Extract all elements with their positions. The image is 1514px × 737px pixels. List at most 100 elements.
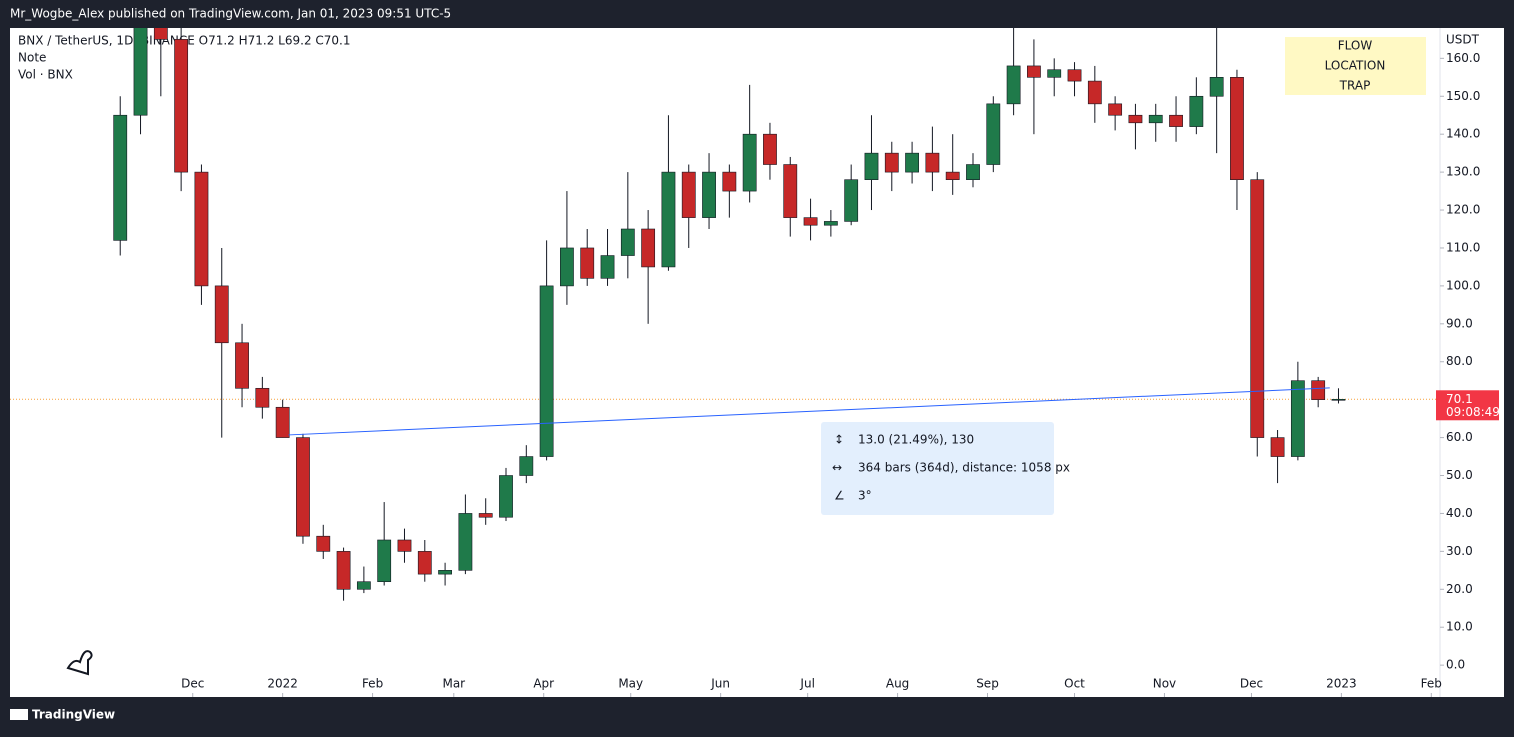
candle-body <box>1006 65 1021 105</box>
candle-body <box>1331 398 1346 401</box>
x-tick-label: 2022 <box>267 677 298 691</box>
candle-body <box>763 133 777 165</box>
y-tick-label: 40.0 <box>1446 506 1473 520</box>
candle-body <box>864 152 879 181</box>
candle-body <box>1230 77 1244 181</box>
x-tick-label: Apr <box>533 677 554 691</box>
candle-body <box>235 342 249 389</box>
x-tick-label: Jul <box>799 677 814 691</box>
candle-body <box>499 475 513 518</box>
candle-body <box>742 133 757 192</box>
volume-label: Vol · BNX <box>18 68 73 82</box>
candle-body <box>823 221 838 226</box>
y-tick-label: 130.0 <box>1446 165 1480 179</box>
candle-body <box>1270 437 1285 457</box>
candle-body <box>356 581 371 590</box>
candle-body <box>925 152 940 173</box>
candle-body <box>641 228 656 268</box>
candle-body <box>1311 380 1326 400</box>
candle-body <box>316 535 331 552</box>
candle-body <box>1169 114 1183 127</box>
chart-area <box>10 28 1504 697</box>
x-tick-label: May <box>618 677 643 691</box>
candle-body <box>1189 95 1204 127</box>
candle-body <box>133 28 148 116</box>
y-tick-label: 110.0 <box>1446 240 1480 254</box>
x-tick-label: Jun <box>710 677 730 691</box>
candle-body <box>580 247 595 279</box>
candle-body <box>113 114 128 241</box>
x-tick-label: Dec <box>1240 677 1263 691</box>
y-tick-label: 50.0 <box>1446 468 1473 482</box>
candle-body <box>417 551 432 575</box>
candle-body <box>661 171 676 268</box>
candle-body <box>783 164 798 218</box>
candle-body <box>702 171 716 218</box>
price-tag <box>1436 390 1499 421</box>
label-box <box>1285 37 1426 95</box>
candle-body <box>1250 179 1265 438</box>
icon: ↔ <box>832 461 842 475</box>
y-tick-label: 20.0 <box>1446 582 1473 596</box>
label: FLOW <box>1338 39 1373 53</box>
plot <box>10 28 1440 601</box>
candle-body <box>336 551 351 590</box>
currency: USDT <box>1446 33 1480 47</box>
label: LOCATION <box>1325 59 1386 73</box>
y-tick-label: 30.0 <box>1446 544 1473 558</box>
candle-body <box>377 539 392 583</box>
candle-body <box>620 228 635 256</box>
x-tick-label: Oct <box>1064 677 1085 691</box>
y-tick-label: 80.0 <box>1446 354 1473 368</box>
x-tick-label: Mar <box>442 677 465 691</box>
candle-body <box>966 164 980 181</box>
candle-body <box>1047 69 1062 78</box>
y-tick-label: 100.0 <box>1446 278 1480 292</box>
candle-body <box>1027 65 1041 78</box>
candle-body <box>153 28 168 40</box>
label: TRAP <box>1339 79 1371 93</box>
candle-body <box>803 217 818 226</box>
candle-body <box>296 437 310 537</box>
candle-body <box>1087 80 1102 105</box>
y-tick-label: 140.0 <box>1446 127 1480 141</box>
candle-body <box>397 539 412 552</box>
x-tick-label: Aug <box>886 677 909 691</box>
x-tick-label: Feb <box>362 677 383 691</box>
y-tick-label: 120.0 <box>1446 203 1480 217</box>
candle-body <box>945 171 960 181</box>
x-tick-label: Dec <box>181 677 204 691</box>
candle-body <box>722 171 737 192</box>
candle-body <box>519 456 534 476</box>
candle-body <box>214 285 229 344</box>
candle-body <box>600 255 615 279</box>
icon: ↕ <box>834 433 844 447</box>
measure-angle: 3° <box>858 489 872 503</box>
x-tick-label: Feb <box>1421 677 1442 691</box>
candle-body <box>1128 114 1143 124</box>
brand: TradingView <box>32 708 115 722</box>
candle-body <box>884 152 899 173</box>
note: Note <box>18 51 46 65</box>
x-tick-label: 2023 <box>1326 677 1357 691</box>
candle-body <box>844 179 859 222</box>
y-tick-label: 0.0 <box>1446 658 1465 672</box>
candle-body <box>1148 114 1163 124</box>
brand-logo <box>10 709 28 720</box>
y-tick-label: 160.0 <box>1446 51 1480 65</box>
x-tick-label: Sep <box>976 677 999 691</box>
candle-body <box>986 103 1001 165</box>
candle-body <box>275 406 290 438</box>
y-tick-label: 90.0 <box>1446 316 1473 330</box>
last-price: 70.1 <box>1446 392 1473 406</box>
candle-body <box>194 171 209 287</box>
candle-body <box>174 39 189 173</box>
candle-body <box>458 513 473 571</box>
countdown: 09:08:49 <box>1446 405 1500 419</box>
measure-change: 13.0 (21.49%), 130 <box>858 433 974 447</box>
y-tick-label: 10.0 <box>1446 620 1473 634</box>
candle-body <box>1067 69 1082 82</box>
candle-body <box>478 513 493 518</box>
candle-body <box>560 247 574 287</box>
